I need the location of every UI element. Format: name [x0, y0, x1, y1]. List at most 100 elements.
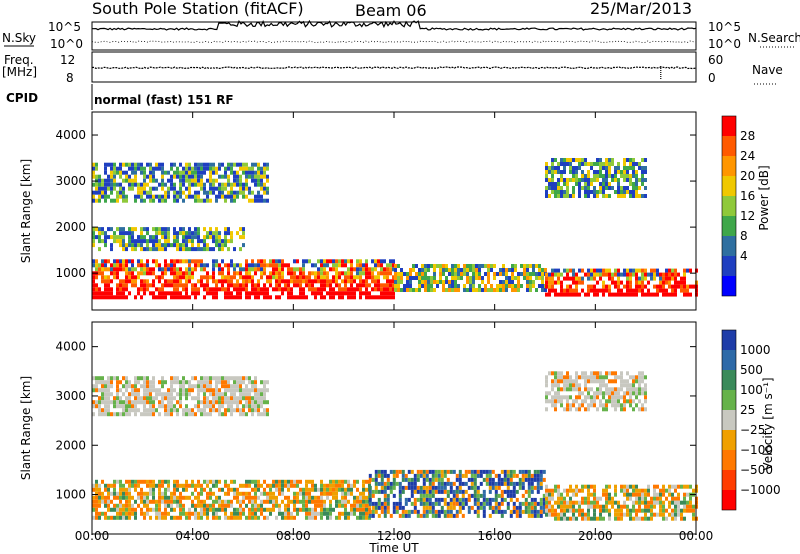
heatmap-cell [146, 287, 149, 292]
heatmap-cell [662, 280, 665, 285]
heatmap-cell [635, 387, 638, 392]
heatmap-cell [263, 491, 266, 496]
heatmap-cell [578, 387, 581, 392]
heatmap-cell [308, 259, 311, 264]
heatmap-cell [176, 287, 179, 292]
heatmap-cell [119, 380, 122, 385]
heatmap-cell [626, 484, 629, 489]
heatmap-cell [395, 481, 399, 486]
heatmap-cell [197, 231, 200, 236]
heatmap-cell [668, 504, 671, 509]
heatmap-cell [170, 174, 173, 179]
heatmap-cell [377, 275, 380, 280]
heatmap-cell [463, 288, 466, 292]
heatmap-cell [620, 379, 623, 384]
heatmap-cell [203, 388, 206, 393]
heatmap-cell [203, 392, 206, 397]
heatmap-cell [433, 276, 436, 280]
heatmap-cell [125, 198, 128, 203]
heatmap-cell [542, 493, 546, 498]
heatmap-cell [236, 491, 239, 496]
heatmap-cell [578, 508, 581, 513]
heatmap-cell [122, 400, 125, 405]
heatmap-cell [107, 392, 110, 397]
heatmap-cell [458, 473, 462, 478]
heatmap-cell [523, 264, 526, 268]
heatmap-cell [137, 243, 140, 248]
heatmap-cell [593, 379, 596, 384]
heatmap-cell [245, 400, 248, 405]
heatmap-cell [551, 190, 554, 194]
heatmap-cell [487, 288, 490, 292]
heatmap-cell [104, 275, 107, 280]
heatmap-cell [389, 489, 393, 494]
colorbar-tick: 500 [740, 363, 763, 377]
heatmap-cell [287, 479, 290, 484]
heatmap-cell [437, 485, 441, 490]
heatmap-cell [215, 166, 218, 171]
heatmap-cell [644, 276, 647, 281]
heatmap-cell [455, 493, 459, 498]
heatmap-cell [185, 495, 188, 500]
heatmap-cell [692, 488, 695, 493]
heatmap-cell [362, 503, 365, 508]
heatmap-cell [224, 227, 227, 232]
heatmap-cell [191, 182, 194, 187]
heatmap-cell [212, 287, 215, 292]
heatmap-cell [332, 275, 335, 280]
heatmap-cell [218, 396, 221, 401]
heatmap-cell [149, 396, 152, 401]
heatmap-cell [560, 395, 563, 400]
heatmap-cell [98, 178, 101, 183]
heatmap-cell [470, 485, 474, 490]
heatmap-cell [266, 174, 269, 179]
heatmap-cell [338, 487, 341, 492]
heatmap-cell [179, 499, 182, 504]
heatmap-cell [671, 508, 674, 513]
heatmap-cell [257, 291, 260, 296]
heatmap-cell [146, 267, 149, 272]
heatmap-cell [218, 400, 221, 405]
heatmap-cell [415, 288, 418, 292]
heatmap-cell [605, 182, 608, 186]
heatmap-cell [686, 288, 689, 293]
heatmap-cell [101, 275, 104, 280]
heatmap-cell [146, 499, 149, 504]
heatmap-cell [200, 275, 203, 280]
heatmap-cell [125, 231, 128, 236]
heatmap-cell [514, 276, 517, 280]
heatmap-cell [158, 495, 161, 500]
heatmap-cell [566, 407, 569, 412]
heatmap-cell [263, 412, 266, 417]
heatmap-cell [377, 497, 381, 502]
heatmap-cell [323, 287, 326, 292]
heatmap-cell [566, 383, 569, 388]
heatmap-cell [287, 483, 290, 488]
heatmap-cell [668, 268, 671, 273]
heatmap-cell [359, 495, 362, 500]
heatmap-cell [478, 264, 481, 268]
heatmap-cell [623, 162, 626, 166]
heatmap-cell [611, 379, 614, 384]
heatmap-cell [350, 259, 353, 264]
heatmap-cell [188, 515, 191, 520]
heatmap-cell [608, 182, 611, 186]
heatmap-cell [176, 198, 179, 203]
heatmap-cell [526, 264, 529, 268]
heatmap-cell [149, 388, 152, 393]
heatmap-cell [98, 194, 101, 199]
heatmap-cell [197, 190, 200, 195]
heatmap-cell [560, 375, 563, 380]
heatmap-cell [116, 275, 119, 280]
heatmap-cell [200, 515, 203, 520]
heatmap-cell [140, 170, 143, 175]
heatmap-cell [419, 493, 423, 498]
heatmap-cell [428, 469, 432, 474]
heatmap-cell [545, 484, 548, 489]
heatmap-cell [233, 178, 236, 183]
heatmap-cell [305, 499, 308, 504]
heatmap-cell [359, 507, 362, 512]
heatmap-cell [394, 264, 397, 268]
heatmap-cell [377, 263, 380, 268]
heatmap-cell [131, 384, 134, 389]
